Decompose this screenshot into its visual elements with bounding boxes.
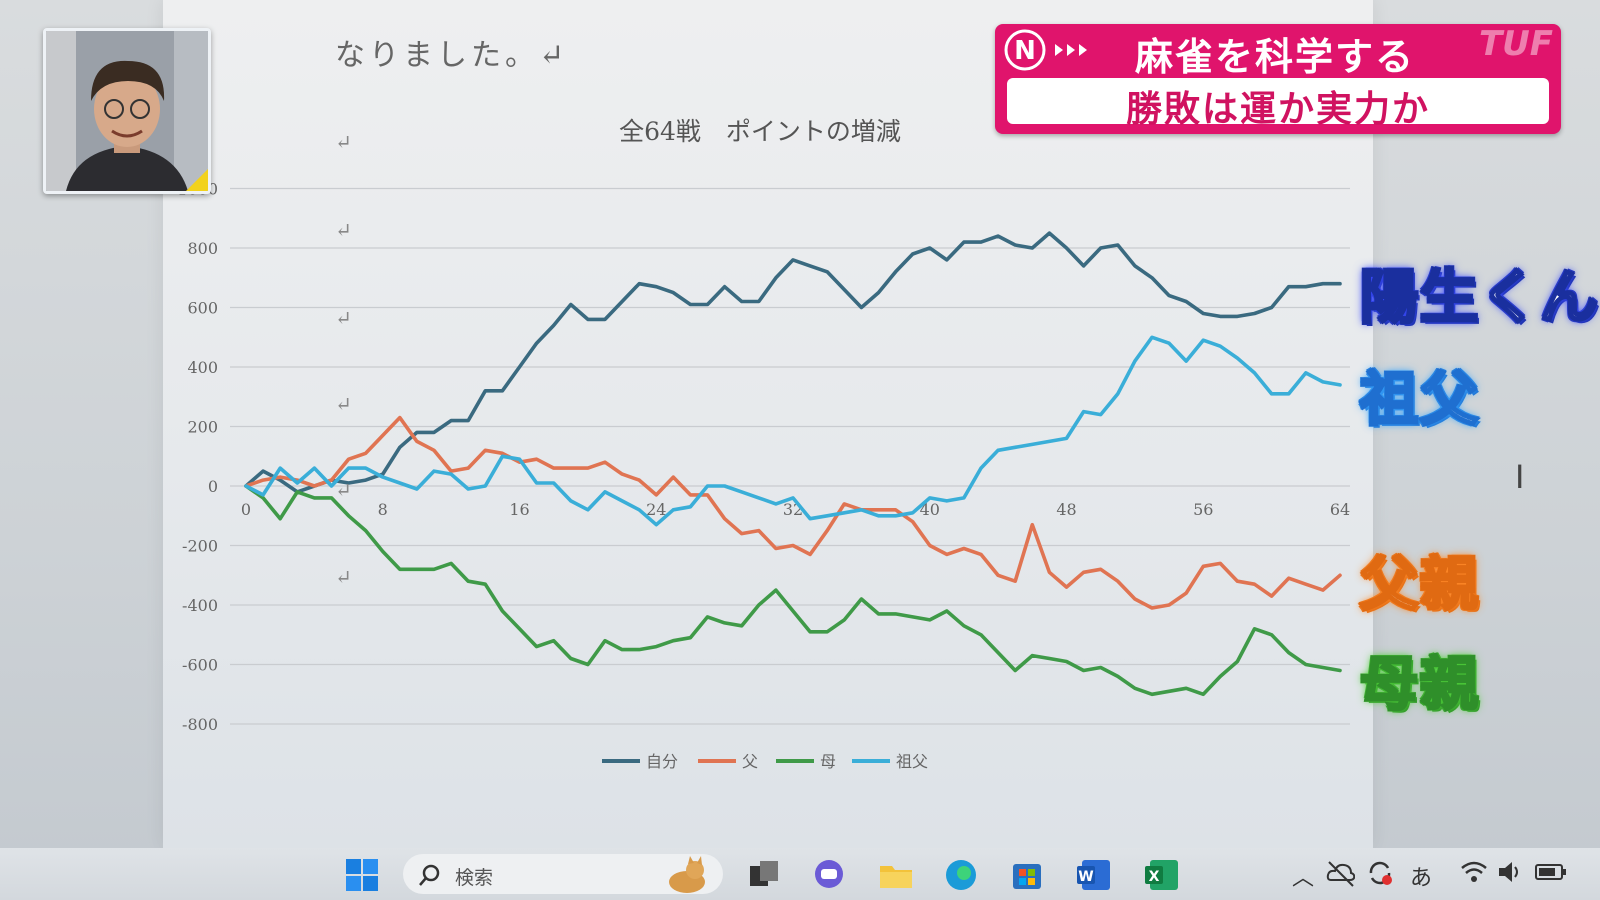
legend-label: 祖父 [896, 752, 928, 771]
series-line [244, 335, 1342, 527]
chevron-up-icon[interactable]: ︿ [1292, 866, 1315, 891]
chart-title: 全64戦 ポイントの増減 [619, 117, 901, 146]
x-tick-label: 64 [1330, 500, 1350, 519]
svg-text:N: N [1014, 36, 1036, 66]
banner-title: 麻雀を科学する [1135, 35, 1416, 79]
banner-subtitle: 勝敗は運か実力か [1125, 89, 1430, 130]
search-icon [419, 864, 440, 886]
x-tick-label: 8 [378, 500, 388, 519]
task-view-icon[interactable] [748, 858, 780, 890]
series-line [244, 484, 1342, 697]
taskbar: 検索 W X ︿ あ [0, 848, 1600, 900]
document-text-line: なりました。↵ [335, 38, 569, 73]
channel-n-logo-icon: N [1004, 29, 1087, 71]
series-line [244, 415, 1342, 610]
y-tick-label: 400 [187, 358, 218, 377]
x-tick-label: 32 [783, 500, 803, 519]
onedrive-cloud-icon[interactable] [1325, 858, 1355, 888]
banner-subtitle-box: 勝敗は運か実力か [1007, 78, 1549, 130]
x-tick-label: 56 [1193, 500, 1213, 519]
x-tick-label: 48 [1056, 500, 1076, 519]
x-tick-label: 16 [509, 500, 529, 519]
legend-label: 父 [742, 752, 758, 771]
legend-label: 母 [820, 752, 836, 771]
y-tick-label: -600 [182, 656, 218, 675]
news-banner: N 麻雀を科学する TUF 勝敗は運か実力か [995, 24, 1561, 134]
legend-label: 自分 [646, 752, 678, 771]
y-tick-label: -800 [182, 715, 218, 734]
excel-app-icon[interactable]: X [1144, 858, 1180, 892]
teams-chat-icon[interactable] [812, 858, 846, 892]
paragraph-mark: ↵ [335, 130, 352, 154]
caption-grandfather: 祖父 [1358, 364, 1481, 435]
file-explorer-icon[interactable] [878, 858, 914, 890]
ime-indicator[interactable]: あ [1410, 866, 1433, 891]
presenter-thumbnail [43, 28, 211, 194]
paragraph-mark: ↵ [335, 306, 352, 330]
svg-text:W: W [1078, 869, 1093, 885]
y-tick-label: -200 [182, 537, 218, 556]
caption-father: 父親 [1358, 549, 1481, 620]
x-tick-label: 24 [646, 500, 666, 519]
wifi-icon[interactable] [1460, 858, 1488, 886]
y-tick-label: 200 [187, 418, 218, 437]
text-cursor-icon: Ⅰ [1515, 458, 1525, 496]
presenter-avatar-icon [46, 31, 208, 191]
word-app-icon[interactable]: W [1076, 858, 1112, 892]
taskbar-search[interactable]: 検索 [403, 854, 723, 894]
cat-search-highlight-icon [669, 856, 705, 893]
svg-text:X: X [1149, 869, 1160, 885]
caption-mother: 母親 [1358, 649, 1481, 720]
sync-icon[interactable] [1365, 858, 1395, 888]
paragraph-mark: ↵ [335, 392, 352, 416]
y-tick-label: 600 [187, 299, 218, 318]
search-placeholder: 検索 [455, 867, 494, 889]
paragraph-mark: ↵ [335, 565, 352, 589]
store-icon[interactable] [1010, 858, 1044, 892]
line-chart: 全64戦 ポイントの増減-800-600-400-200020040060080… [177, 117, 1350, 771]
channel-watermark: TUF [1478, 24, 1553, 64]
paragraph-mark: ↵ [335, 478, 352, 502]
edge-browser-icon[interactable] [944, 858, 978, 892]
x-tick-label: 0 [241, 500, 251, 519]
y-tick-label: 0 [208, 477, 218, 496]
y-tick-label: -400 [182, 596, 218, 615]
paragraph-mark: ↵ [335, 218, 352, 242]
y-tick-label: 800 [187, 239, 218, 258]
document-page [163, 0, 1373, 848]
volume-icon[interactable] [1496, 858, 1524, 886]
start-windows-icon[interactable] [345, 858, 379, 892]
battery-icon[interactable] [1534, 858, 1568, 886]
caption-self: 陽生くん [1359, 262, 1600, 333]
series-line [244, 231, 1342, 494]
